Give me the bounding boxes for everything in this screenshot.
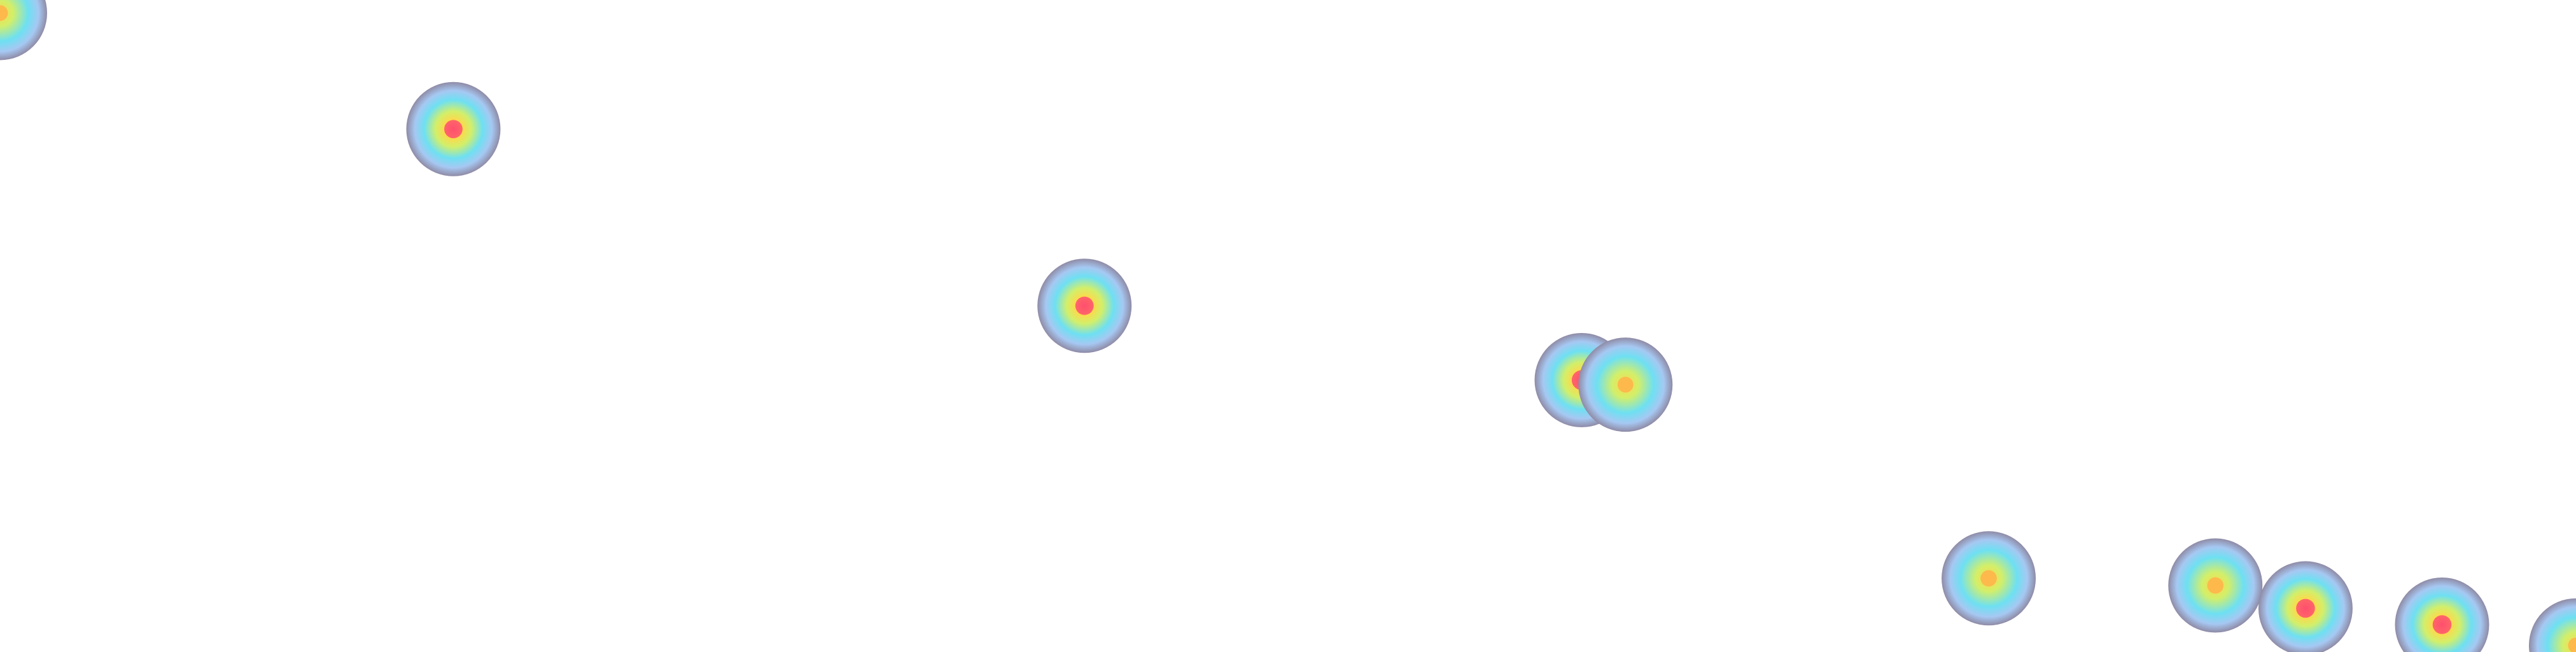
heat-point-3 <box>1037 259 1132 353</box>
heat-point-core <box>2207 577 2224 594</box>
heat-point-2 <box>406 82 501 176</box>
heat-point-core <box>1617 376 1634 393</box>
heat-point-core <box>0 5 8 21</box>
heat-point-10 <box>2529 598 2576 652</box>
heat-point-core <box>1980 570 1997 587</box>
heat-point-core <box>444 120 463 139</box>
heat-point-blob <box>2529 598 2576 652</box>
heat-point-core <box>2568 637 2576 652</box>
heat-point-core <box>2296 599 2315 618</box>
heat-point-6 <box>1942 531 2036 626</box>
heat-point-core <box>2432 615 2452 634</box>
heat-point-5 <box>1578 337 1673 432</box>
heat-point-9 <box>2395 578 2489 652</box>
heat-point-core <box>1075 296 1094 315</box>
heat-point-blob <box>2395 578 2489 652</box>
heat-point-7 <box>2168 538 2263 633</box>
heat-point-blob <box>0 0 47 60</box>
heat-point-8 <box>2258 561 2353 652</box>
heat-point-1 <box>0 0 47 60</box>
